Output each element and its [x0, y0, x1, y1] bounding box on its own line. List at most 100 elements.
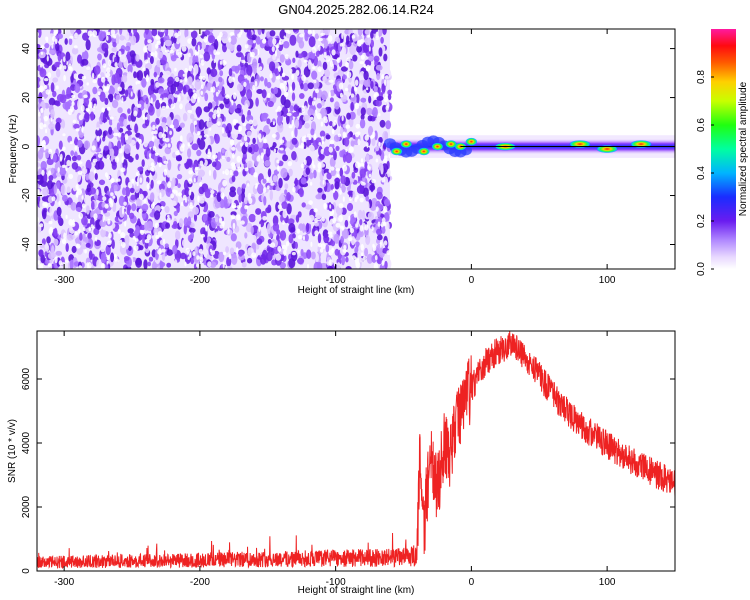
- noise-speckle: [48, 170, 51, 176]
- noise-speckle: [312, 29, 315, 37]
- noise-blob: [376, 228, 383, 236]
- noise-speckle: [384, 79, 387, 86]
- noise-blob: [288, 234, 294, 244]
- noise-speckle: [106, 35, 109, 41]
- noise-blob: [167, 76, 174, 85]
- noise-speckle: [140, 230, 145, 235]
- noise-speckle: [146, 165, 152, 171]
- noise-blob: [166, 262, 172, 268]
- noise-blob: [56, 206, 62, 217]
- noise-blob: [286, 137, 291, 143]
- noise-blob: [347, 84, 352, 93]
- noise-speckle: [220, 192, 225, 199]
- noise-speckle: [154, 152, 159, 156]
- noise-blob: [186, 132, 194, 144]
- noise-blob: [48, 97, 56, 106]
- noise-blob: [44, 43, 50, 49]
- noise-blob: [58, 140, 63, 150]
- noise-blob: [276, 115, 283, 126]
- noise-speckle: [303, 159, 307, 165]
- noise-blob: [74, 136, 78, 146]
- noise-blob: [379, 119, 386, 128]
- noise-speckle: [93, 105, 96, 111]
- noise-blob: [286, 114, 290, 125]
- spectrogram-x-tick-label: -200: [190, 275, 210, 286]
- noise-speckle: [335, 222, 341, 228]
- noise-speckle: [96, 135, 100, 141]
- noise-blob: [193, 63, 199, 75]
- noise-speckle: [188, 178, 193, 185]
- snr-background: [37, 331, 675, 571]
- noise-speckle: [381, 221, 384, 228]
- noise-speckle: [258, 223, 261, 230]
- noise-speckle: [94, 169, 96, 174]
- noise-speckle: [244, 167, 249, 172]
- noise-blob: [226, 256, 232, 267]
- noise-blob: [291, 137, 298, 145]
- noise-speckle: [373, 263, 379, 269]
- noise-blob: [206, 159, 212, 165]
- noise-blob: [333, 190, 339, 201]
- noise-blob: [279, 230, 287, 241]
- noise-speckle: [51, 43, 54, 49]
- noise-speckle: [82, 29, 86, 33]
- noise-speckle: [356, 194, 359, 199]
- noise-speckle: [386, 250, 392, 256]
- noise-speckle: [95, 237, 98, 242]
- noise-blob: [131, 203, 137, 212]
- noise-speckle: [291, 119, 294, 127]
- noise-speckle: [169, 130, 173, 135]
- noise-speckle: [175, 49, 179, 56]
- noise-blob: [383, 176, 389, 188]
- noise-speckle: [97, 153, 103, 158]
- noise-speckle: [48, 220, 53, 225]
- noise-blob: [299, 93, 305, 99]
- noise-speckle: [51, 196, 56, 202]
- noise-blob: [88, 250, 93, 261]
- noise-speckle: [297, 249, 300, 254]
- noise-blob: [270, 80, 278, 89]
- noise-speckle: [364, 134, 369, 141]
- noise-blob: [345, 266, 352, 269]
- noise-blob: [368, 55, 374, 62]
- noise-speckle: [241, 59, 246, 64]
- noise-blob: [109, 148, 115, 157]
- noise-speckle: [179, 103, 183, 110]
- noise-speckle: [279, 82, 285, 89]
- noise-blob: [176, 204, 180, 214]
- noise-blob: [304, 31, 309, 42]
- noise-speckle: [215, 51, 221, 55]
- noise-speckle: [42, 202, 47, 207]
- noise-blob: [243, 29, 249, 33]
- noise-blob: [246, 64, 253, 76]
- noise-blob: [109, 94, 114, 103]
- noise-speckle: [349, 196, 352, 202]
- noise-speckle: [375, 35, 380, 40]
- noise-blob: [97, 53, 102, 61]
- spectrogram-y-label: Frequency (Hz): [8, 115, 19, 184]
- noise-blob: [320, 90, 328, 101]
- noise-blob: [325, 134, 331, 140]
- noise-speckle: [46, 37, 49, 43]
- spectrogram-x-tick-label: 100: [599, 275, 616, 286]
- noise-speckle: [332, 217, 337, 224]
- noise-blob: [372, 107, 378, 118]
- noise-blob: [179, 122, 185, 128]
- noise-blob: [228, 68, 233, 77]
- noise-blob: [184, 187, 190, 198]
- noise-blob: [368, 125, 374, 137]
- noise-blob: [294, 241, 298, 249]
- noise-speckle: [155, 35, 161, 40]
- noise-blob: [100, 252, 105, 264]
- noise-blob: [90, 111, 95, 121]
- colorbar-tick-label: 0.6: [696, 118, 707, 132]
- noise-speckle: [236, 205, 241, 209]
- noise-speckle: [328, 234, 333, 238]
- noise-blob: [188, 88, 194, 97]
- noise-blob: [95, 128, 103, 137]
- noise-speckle: [39, 223, 44, 228]
- noise-speckle: [117, 86, 122, 92]
- noise-speckle: [88, 226, 92, 232]
- noise-speckle: [270, 242, 276, 248]
- noise-blob: [77, 99, 81, 109]
